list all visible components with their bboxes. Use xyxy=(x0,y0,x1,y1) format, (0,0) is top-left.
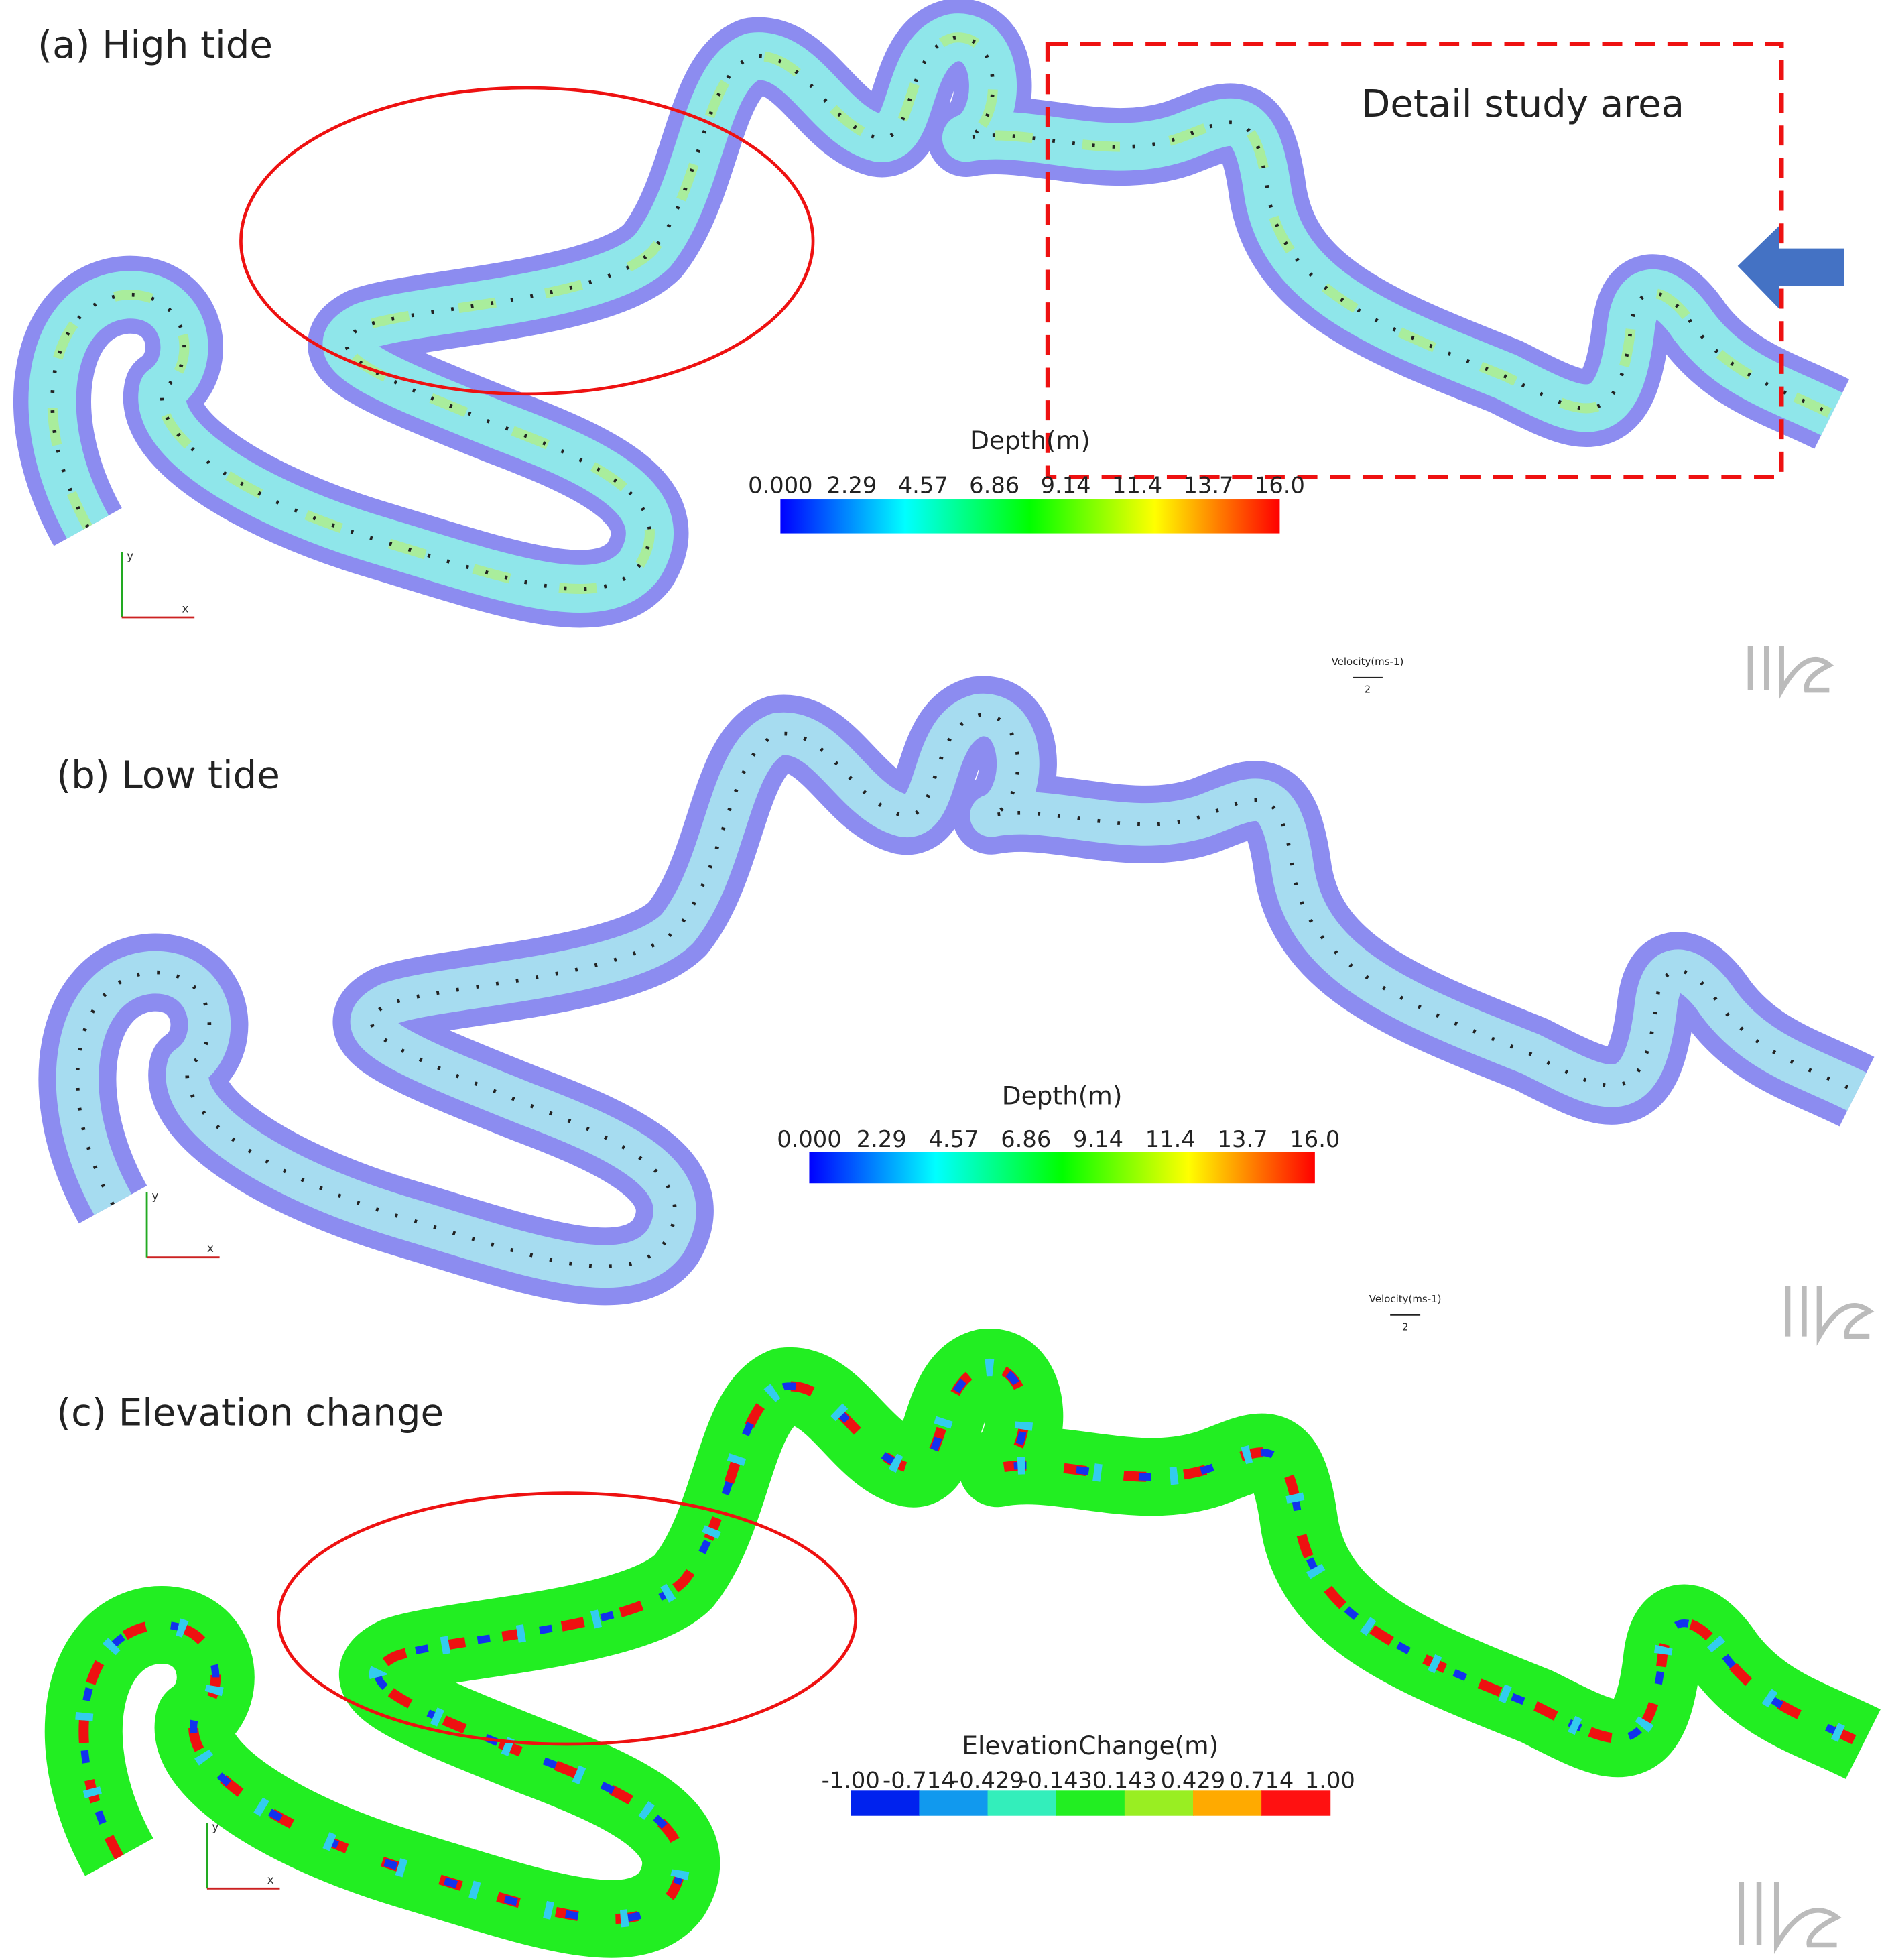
logo xyxy=(1739,646,1875,1955)
colorbar-tick: 0.000 xyxy=(777,1126,841,1152)
colorbar-tick: 6.86 xyxy=(969,473,1019,499)
axis-x-label: x xyxy=(182,602,188,615)
colorbar-tick: 2.29 xyxy=(826,473,877,499)
colorbar xyxy=(809,1152,1315,1184)
colorbar-tick: 0.143 xyxy=(1092,1768,1157,1794)
colorbar-bin xyxy=(1056,1790,1125,1816)
colorbar-tick: 11.4 xyxy=(1145,1126,1196,1152)
colorbar-tick: -0.714 xyxy=(883,1768,956,1794)
river-elevation xyxy=(84,1367,1863,1919)
axis-y-label: y xyxy=(212,1820,218,1833)
colorbar-tick: 0.429 xyxy=(1161,1768,1225,1794)
colorbar-tick: -1.00 xyxy=(822,1768,880,1794)
river-depth-low xyxy=(77,715,1857,1267)
colorbar-tick: 1.00 xyxy=(1305,1768,1355,1794)
colorbar-tick: 9.14 xyxy=(1041,473,1091,499)
colorbar-bin xyxy=(1192,1790,1263,1816)
colorbar-tick: 4.57 xyxy=(898,473,948,499)
colorbar-tick: 9.14 xyxy=(1073,1126,1123,1152)
panel-label: (b) Low tide xyxy=(56,754,279,798)
panel-label: (c) Elevation change xyxy=(56,1392,444,1435)
colorbar-title: ElevationChange(m) xyxy=(962,1731,1218,1760)
velocity-scale: 2 xyxy=(1365,683,1371,695)
velocity-title: Velocity(ms-1) xyxy=(1332,656,1404,668)
colorbar-title: Depth(m) xyxy=(1002,1081,1123,1110)
colorbar-tick: 13.7 xyxy=(1183,473,1233,499)
panel-label: (a) High tide xyxy=(38,23,273,67)
velocity-title: Velocity(ms-1) xyxy=(1369,1293,1442,1305)
highlight-ellipse xyxy=(277,1491,858,1746)
axis-y-label: y xyxy=(127,549,133,562)
colorbar-tick: 6.86 xyxy=(1001,1126,1051,1152)
colorbar-tick: 4.57 xyxy=(928,1126,979,1152)
colorbar-bin xyxy=(987,1790,1057,1816)
axis-x-label: x xyxy=(207,1241,214,1255)
colorbar-title: Depth(m) xyxy=(970,426,1090,455)
annotation: Detail study area xyxy=(1361,82,1684,126)
colorbar-tick: -0.143 xyxy=(1019,1768,1092,1794)
colorbar-tick: 0.000 xyxy=(748,473,812,499)
velocity-scale: 2 xyxy=(1402,1321,1409,1333)
colorbar-bin xyxy=(1124,1790,1194,1816)
colorbar-bin xyxy=(851,1790,920,1816)
colorbar-bin xyxy=(919,1790,989,1816)
colorbar-tick: 11.4 xyxy=(1112,473,1162,499)
colorbar xyxy=(780,499,1280,534)
colorbar-tick: 16.0 xyxy=(1290,1126,1340,1152)
axis-x-label: x xyxy=(267,1873,274,1886)
colorbar-tick: 2.29 xyxy=(857,1126,907,1152)
axis-y-label: y xyxy=(152,1189,159,1203)
colorbar-tick: -0.429 xyxy=(951,1768,1024,1794)
colorbar-bin xyxy=(1261,1790,1331,1816)
highlight-ellipse xyxy=(239,86,815,396)
colorbar-tick: 13.7 xyxy=(1218,1126,1268,1152)
colorbar-tick: 0.714 xyxy=(1229,1768,1294,1794)
colorbar-tick: 16.0 xyxy=(1255,473,1305,499)
flow-arrow xyxy=(1737,225,1844,309)
